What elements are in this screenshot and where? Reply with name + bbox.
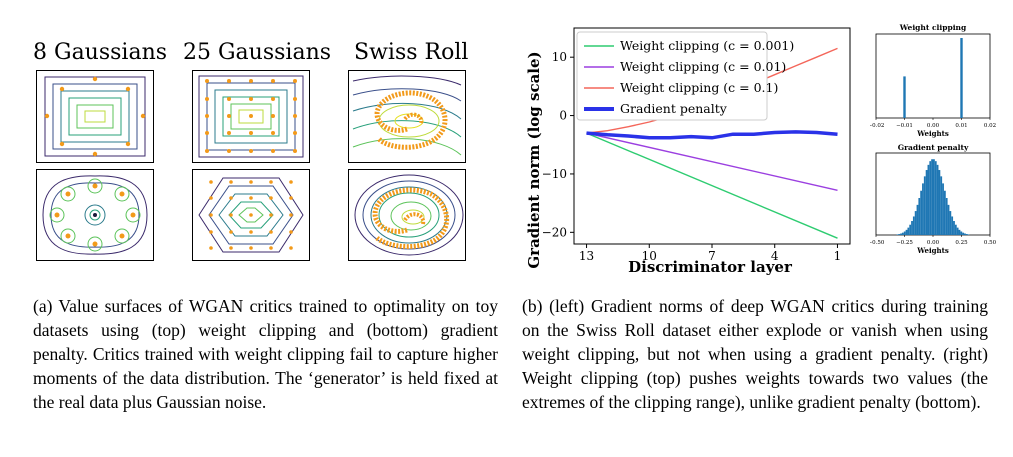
- hist-gp-bar: [951, 216, 954, 235]
- y-tick-label: 0: [559, 109, 567, 123]
- series-line-1: [586, 132, 838, 191]
- hist-gp-bar: [933, 159, 935, 235]
- hist-gp-bar: [967, 234, 970, 235]
- hist-gp-bar: [943, 190, 946, 235]
- value-surface-swiss-roll-weight-clipping: [348, 70, 466, 163]
- hist-gp-bar: [942, 183, 944, 235]
- hist-gp-bar: [927, 164, 930, 235]
- hist-gp-bar: [918, 198, 921, 235]
- value-surface-25-gaussians-gradient-penalty: [192, 169, 310, 261]
- hist-gp-bar: [962, 232, 965, 235]
- series-line-0: [586, 132, 838, 239]
- hist-gp-bar: [947, 204, 950, 235]
- value-surface-8-gaussians-weight-clipping: [36, 70, 154, 163]
- caption-right: (b) (left) Gradient norms of deep WGAN c…: [522, 296, 988, 412]
- hist-wc-bar: [960, 38, 963, 118]
- gradient-norm-chart: Gradient norm (log scale) 13 10 7 4 1 10 0 −10 −…: [525, 27, 851, 276]
- hist-gp-bar: [912, 216, 915, 235]
- hist-wc-tick-label: 0.02: [984, 123, 996, 129]
- hist-gp-bar: [911, 221, 913, 235]
- hist-gp-bar: [956, 227, 959, 235]
- hist-gp-title: Gradient penalty: [898, 143, 969, 152]
- hist-gp-tick-label: 0.25: [955, 240, 968, 246]
- hist-gp-bar: [923, 176, 926, 235]
- hist-gp-bar: [916, 204, 919, 235]
- hist-gp-tick-label: −0.25: [896, 240, 913, 246]
- hist-gp-bar: [925, 170, 928, 235]
- y-tick-label: −20: [542, 225, 567, 239]
- legend-label-c01: Weight clipping (c = 0.1): [620, 80, 778, 95]
- series-line-3: [586, 130, 838, 140]
- x-tick-label: 10: [642, 249, 657, 263]
- hist-gp-tick-label: 0.00: [927, 240, 940, 246]
- col-title-25-gaussians: 25 Gaussians: [183, 40, 332, 65]
- hist-wc-tick-label: 0.01: [955, 123, 967, 129]
- hist-gp-bar: [898, 234, 901, 235]
- hist-wc-tick-label: −0.01: [896, 123, 913, 129]
- col-title-8-gaussians: 8 Gaussians: [33, 40, 168, 65]
- x-tick-label: 7: [708, 249, 716, 263]
- hist-gp-bar: [896, 234, 899, 235]
- hist-gp-bar: [965, 234, 968, 235]
- hist-gp-bar: [901, 232, 904, 235]
- hist-gp-bar: [945, 198, 948, 235]
- legend-label-c0001: Weight clipping (c = 0.001): [620, 38, 794, 53]
- hist-gp-bar: [934, 161, 937, 235]
- hist-gp-bar: [949, 211, 952, 235]
- value-surface-8-gaussians-gradient-penalty: [36, 169, 154, 261]
- hist-gp-bar: [914, 211, 917, 235]
- hist-gp-tick-label: 0.50: [984, 240, 997, 246]
- legend: Weight clipping (c = 0.001) Weight clipp…: [576, 31, 794, 121]
- hist-gp-bar: [953, 221, 955, 235]
- y-tick-label: −10: [542, 167, 567, 181]
- hist-gp-bar: [929, 161, 932, 235]
- hist-gp-bar: [903, 231, 906, 235]
- hist-gp-bar: [936, 164, 939, 235]
- hist-gp-bar: [909, 224, 912, 235]
- x-tick-label: 1: [834, 249, 842, 263]
- hist-wc-title: Weight clipping: [899, 23, 967, 32]
- hist-gp-xlabel: Weights: [916, 246, 949, 255]
- hist-gp-bar: [964, 233, 966, 235]
- y-axis-label: Gradient norm (log scale): [525, 51, 543, 268]
- legend-label-c001: Weight clipping (c = 0.01): [620, 59, 786, 74]
- legend-label-gp: Gradient penalty: [620, 101, 728, 116]
- hist-wc-tick-label: −0.02: [870, 123, 884, 129]
- hist-gp-bar: [907, 227, 910, 235]
- weight-clipping-histogram: Weight clipping −0.02 −0.01 0.00 0.01 0.02 W…: [870, 23, 996, 138]
- hist-gp-bar: [931, 159, 933, 235]
- value-surface-25-gaussians-weight-clipping: [192, 70, 310, 163]
- hist-gp-bar: [922, 183, 924, 235]
- hist-wc-tick-label: 0.00: [927, 123, 940, 129]
- hist-gp-bar: [940, 176, 943, 235]
- y-tick-label: 10: [552, 50, 567, 64]
- hist-wc-bar: [903, 76, 906, 118]
- hist-wc-frame: [875, 33, 991, 119]
- gradient-penalty-histogram: Gradient penalty −0.50−0.250.000.250.50 …: [870, 143, 997, 255]
- x-tick-label: 4: [771, 249, 779, 263]
- hist-gp-bar: [954, 224, 957, 235]
- hist-gp-bar: [905, 229, 908, 235]
- hist-gp-bar: [938, 170, 941, 235]
- hist-gp-bar: [900, 233, 902, 235]
- col-title-swiss-roll: Swiss Roll: [354, 40, 469, 65]
- hist-gp-bar: [958, 229, 961, 235]
- value-surface-swiss-roll-gradient-penalty: [348, 169, 466, 261]
- x-axis-label: Discriminator layer: [628, 258, 793, 276]
- x-tick-label: 13: [579, 249, 594, 263]
- hist-gp-tick-label: −0.50: [870, 240, 885, 246]
- hist-gp-bar: [960, 231, 963, 235]
- hist-gp-bar: [920, 190, 923, 235]
- caption-left: (a) Value surfaces of WGAN critics train…: [33, 296, 498, 412]
- hist-wc-xlabel: Weights: [916, 129, 949, 138]
